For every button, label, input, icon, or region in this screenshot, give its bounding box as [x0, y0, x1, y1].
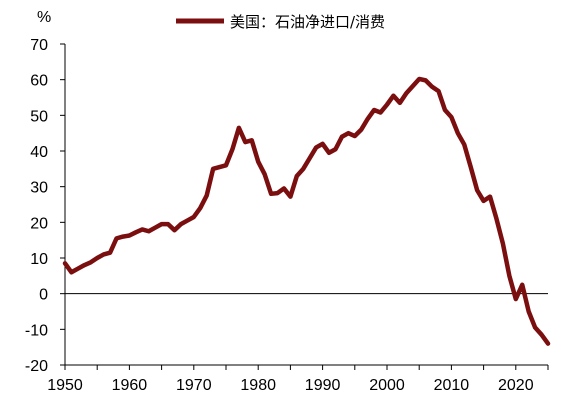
x-tick-label: 2020	[498, 377, 534, 394]
x-tick-label: 1950	[47, 377, 83, 394]
series-line-0	[62, 76, 551, 346]
y-tick-label: 60	[30, 73, 48, 90]
y-tick-label: 50	[30, 108, 48, 125]
y-axis: 70 60 50 40 30 20 10 0 -10 -20	[25, 37, 66, 375]
y-tick-label: 10	[30, 251, 48, 268]
y-tick-label: 20	[30, 215, 48, 232]
y-tick-label: 30	[30, 180, 48, 197]
x-tick-label: 2000	[369, 377, 405, 394]
y-axis-unit-label: %	[37, 9, 51, 26]
legend: 美国：石油净进口/消费	[176, 13, 385, 31]
x-tick-label: 1970	[176, 377, 212, 394]
y-tick-label: -20	[25, 358, 48, 375]
series-layer	[62, 76, 551, 346]
legend-label: 美国：石油净进口/消费	[230, 13, 385, 31]
y-tick-label: 40	[30, 144, 48, 161]
y-tick-label: 70	[30, 37, 48, 54]
x-tick-label: 2010	[434, 377, 470, 394]
x-tick-label: 1990	[305, 377, 341, 394]
x-axis: 1950 1960 1970 1980 1990 2000 2010 2020	[47, 293, 549, 394]
y-tick-label: -10	[25, 322, 48, 339]
x-tick-label: 1960	[112, 377, 148, 394]
x-tick-label: 1980	[240, 377, 276, 394]
y-tick-label: 0	[39, 287, 48, 304]
